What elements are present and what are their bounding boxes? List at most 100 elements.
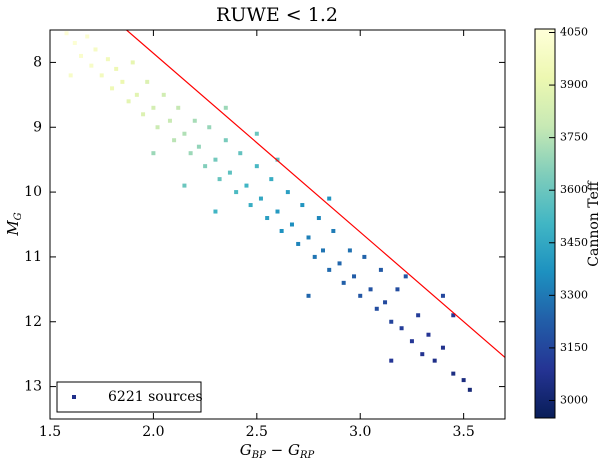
scatter-point (409, 339, 414, 344)
scatter-point (275, 157, 280, 162)
scatter-point (89, 63, 94, 68)
scatter-point (285, 190, 290, 195)
scatter-point (130, 60, 135, 65)
scatter-point (306, 235, 311, 240)
scatter-point (440, 345, 445, 350)
scatter-point (420, 352, 425, 357)
scatter-point (321, 248, 325, 253)
scatter-point (167, 118, 172, 123)
scatter-point (151, 105, 156, 110)
scatter-point (64, 31, 69, 36)
scatter-point (269, 177, 274, 182)
scatter-point (440, 293, 445, 298)
scatter-point (238, 151, 243, 156)
scatter-point (451, 371, 456, 376)
scatter-point (254, 131, 259, 136)
scatter-point (93, 47, 98, 52)
scatter-point (227, 170, 232, 175)
scatter-point (289, 222, 294, 227)
legend-label: 6221 sources (108, 389, 203, 405)
colorbar-tick-label: 4050 (560, 26, 588, 39)
scatter-point (358, 293, 363, 298)
scatter-point (234, 190, 239, 195)
scatter-point (213, 209, 218, 214)
scatter-point (105, 57, 110, 62)
legend-box (56, 381, 202, 413)
x-label-part: G (240, 441, 252, 459)
scatter-point (378, 267, 383, 272)
y-label-part: M (4, 220, 22, 237)
y-tick-label: 9 (33, 119, 42, 135)
scatter-point (182, 131, 187, 136)
y-tick-label: 10 (24, 184, 42, 200)
scatter-point (337, 261, 342, 266)
scatter-point (207, 125, 212, 130)
scatter-point (213, 157, 218, 162)
colorbar-tick-label: 3300 (560, 288, 588, 301)
scatter-point (223, 138, 228, 143)
scatter-point (85, 34, 90, 39)
plot-frame (49, 29, 506, 420)
x-tick-label: 1.5 (39, 424, 61, 440)
scatter-point (389, 319, 394, 324)
scatter-point (374, 306, 379, 311)
scatter-point (188, 151, 193, 156)
scatter-point (312, 254, 317, 259)
scatter-point (451, 313, 456, 318)
scatter-point (155, 125, 160, 130)
scatter-point (362, 254, 367, 259)
x-tick-label: 3.0 (349, 424, 371, 440)
scatter-point (426, 332, 431, 337)
scatter-point (68, 73, 73, 78)
scatter-point (217, 177, 222, 182)
scatter-point (347, 248, 352, 253)
scatter-point (296, 241, 301, 246)
colorbar (534, 28, 556, 419)
scatter-point (110, 86, 115, 91)
scatter-point (300, 203, 305, 208)
x-label-part: RP (299, 450, 315, 461)
x-label-part: − G (266, 441, 300, 459)
scatter-point (331, 228, 336, 233)
chart-title: RUWE < 1.2 (216, 4, 338, 26)
colorbar-tick-label: 3450 (560, 236, 588, 249)
scatter-point (120, 79, 125, 84)
scatter-point (265, 216, 270, 221)
scatter-point (203, 164, 208, 169)
scatter-point (316, 216, 321, 221)
scatter-point (182, 183, 187, 188)
scatter-point (383, 300, 388, 305)
scatter-point (196, 144, 201, 149)
x-tick-label: 2.0 (142, 424, 164, 440)
x-axis-label: GBP − GRP (240, 441, 315, 461)
legend: 6221 sources (56, 381, 203, 413)
scatter-point (368, 287, 373, 292)
scatter-point (306, 293, 311, 298)
scatter-point (432, 358, 437, 363)
scatter-point (403, 274, 408, 279)
scatter-point (172, 138, 177, 143)
colorbar-tick-label: 3000 (560, 393, 588, 406)
scatter-point (461, 378, 466, 383)
x-tick-label: 3.5 (453, 424, 475, 440)
colorbar-tick-label: 3600 (560, 183, 588, 196)
scatter-point (161, 92, 166, 97)
scatter-point (258, 196, 263, 201)
scatter-point (141, 112, 146, 117)
scatter-point (327, 267, 332, 272)
scatter-point (389, 358, 394, 363)
scatter-point (114, 66, 119, 71)
scatter-point (79, 53, 84, 58)
scatter-point (275, 209, 280, 214)
scatter-point (254, 164, 259, 169)
scatter-point (416, 313, 421, 318)
scatter-point (151, 151, 156, 156)
x-tick-label: 2.5 (246, 424, 268, 440)
reference-line (126, 29, 506, 358)
colorbar-tick-label: 3900 (560, 78, 588, 91)
scatter-point (145, 79, 150, 84)
x-label-part: BP (251, 450, 266, 461)
y-tick-label: 11 (24, 249, 42, 265)
scatter-point (352, 274, 357, 279)
